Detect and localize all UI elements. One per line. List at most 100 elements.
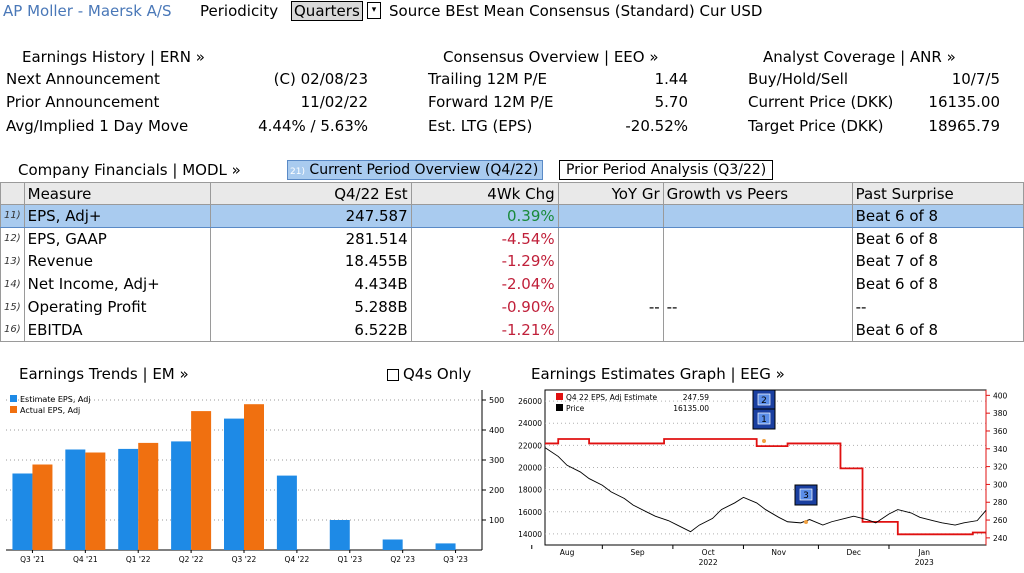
col-q4-est[interactable]: Q4/22 Est: [209, 182, 412, 205]
x-tick-label: Oct: [702, 548, 715, 557]
legend-value: 247.59: [683, 393, 709, 402]
legend-label: Q4 22 EPS, Adj Estimate: [566, 393, 658, 402]
periodicity-select[interactable]: Quarters: [291, 1, 363, 21]
yoy-cell: [557, 250, 664, 273]
table-row[interactable]: 15) Operating Profit 5.288B -0.90% -- --…: [0, 295, 1024, 319]
x-tick-label: Q1 '22: [126, 555, 151, 564]
tab-number: 21): [290, 167, 305, 177]
estimate-cell[interactable]: 6.522B: [209, 318, 412, 342]
col-measure[interactable]: Measure: [23, 182, 211, 205]
left-tick-label: 14000: [518, 530, 542, 539]
surprise-cell[interactable]: Beat 6 of 8: [851, 272, 1024, 296]
change-cell[interactable]: -1.29%: [410, 250, 559, 273]
change-cell[interactable]: -0.90%: [410, 295, 559, 319]
estimate-cell[interactable]: 247.587: [209, 204, 412, 228]
bar: [32, 464, 53, 550]
year-label: 2022: [699, 558, 718, 567]
series-line: [544, 447, 987, 533]
analyst-coverage-link[interactable]: Analyst Coverage | ANR »: [763, 48, 956, 66]
buy-hold-sell-value: 10/7/5: [951, 70, 1000, 88]
x-tick-label: Q3 '21: [20, 555, 45, 564]
x-tick-label: Q1 '23: [337, 555, 362, 564]
peers-cell: [662, 272, 853, 296]
measure-cell[interactable]: EPS, GAAP: [23, 227, 211, 251]
table-row[interactable]: 16) EBITDA 6.522B -1.21% Beat 6 of 8: [0, 318, 1024, 342]
measure-cell[interactable]: EBITDA: [23, 318, 211, 342]
change-cell[interactable]: -2.04%: [410, 272, 559, 296]
right-tick-label: 380: [993, 409, 1008, 418]
consensus-overview-link[interactable]: Consensus Overview | EEO »: [443, 48, 659, 66]
table-row[interactable]: 14) Net Income, Adj+ 4.434B -2.04% Beat …: [0, 272, 1024, 296]
col-growth-vs-peers[interactable]: Growth vs Peers: [662, 182, 853, 205]
change-cell[interactable]: -4.54%: [410, 227, 559, 251]
yoy-cell: [557, 318, 664, 342]
estimate-cell[interactable]: 281.514: [209, 227, 412, 251]
col-4wk-chg[interactable]: 4Wk Chg: [410, 182, 559, 205]
measure-cell[interactable]: EPS, Adj+: [23, 204, 211, 228]
bar: [244, 404, 264, 550]
change-cell[interactable]: -1.21%: [410, 318, 559, 342]
event-dot: [762, 439, 766, 443]
next-announcement-label: Next Announcement: [6, 70, 160, 88]
surprise-cell[interactable]: Beat 6 of 8: [851, 318, 1024, 342]
tab-prior-period[interactable]: Prior Period Analysis (Q3/22): [559, 160, 774, 180]
measure-cell[interactable]: Revenue: [23, 250, 211, 273]
checkbox-icon[interactable]: [387, 368, 399, 381]
surprise-cell[interactable]: Beat 7 of 8: [851, 250, 1024, 273]
event-marker-inner: [757, 393, 771, 406]
y-tick-label: 300: [489, 456, 504, 465]
col-past-surprise[interactable]: Past Surprise: [851, 182, 1024, 205]
avg-move-value: 4.44% / 5.63%: [258, 117, 368, 135]
x-tick-label: Jan: [917, 548, 930, 557]
y-tick-label: 100: [489, 516, 504, 525]
bar: [118, 448, 139, 550]
right-tick-label: 320: [993, 463, 1008, 472]
financials-table: Measure Q4/22 Est 4Wk Chg YoY Gr Growth …: [0, 182, 1024, 342]
peers-cell: [662, 250, 853, 273]
buy-hold-sell-label: Buy/Hold/Sell: [748, 70, 849, 88]
bar: [138, 442, 159, 550]
surprise-cell[interactable]: --: [851, 295, 1024, 319]
measure-cell[interactable]: Operating Profit: [23, 295, 211, 319]
bar: [65, 449, 86, 550]
table-row[interactable]: 12) EPS, GAAP 281.514 -4.54% Beat 6 of 8: [0, 227, 1024, 251]
event-marker-label: 2: [761, 396, 767, 406]
y-tick-label: 200: [489, 486, 504, 495]
measure-cell[interactable]: Net Income, Adj+: [23, 272, 211, 296]
bar: [224, 418, 244, 550]
surprise-cell[interactable]: Beat 6 of 8: [851, 227, 1024, 251]
table-row[interactable]: 11) EPS, Adj+ 247.587 0.39% Beat 6 of 8: [0, 204, 1024, 228]
avg-move-label: Avg/Implied 1 Day Move: [6, 117, 189, 135]
bar: [276, 475, 297, 550]
left-tick-label: 22000: [518, 441, 542, 450]
yoy-cell: [557, 272, 664, 296]
col-yoy-gr[interactable]: YoY Gr: [557, 182, 664, 205]
surprise-cell[interactable]: Beat 6 of 8: [851, 204, 1024, 228]
earnings-estimates-graph-link[interactable]: Earnings Estimates Graph | EEG »: [531, 365, 785, 383]
legend-label: Actual EPS, Adj: [20, 406, 80, 415]
legend-label: Price: [566, 404, 585, 413]
q4s-only-label: Q4s Only: [403, 365, 472, 383]
bar: [191, 411, 212, 550]
estimate-cell[interactable]: 4.434B: [209, 272, 412, 296]
company-financials-link[interactable]: Company Financials | MODL »: [18, 161, 241, 179]
row-number: 13): [0, 250, 25, 273]
legend-swatch: [10, 395, 17, 402]
estimate-cell[interactable]: 18.455B: [209, 250, 412, 273]
series-line: [545, 438, 986, 536]
legend-swatch: [556, 393, 563, 400]
legend-label: Estimate EPS, Adj: [20, 395, 91, 404]
q4s-only-toggle[interactable]: Q4s Only: [387, 365, 471, 383]
right-tick-label: 340: [993, 445, 1008, 454]
earnings-trends-link[interactable]: Earnings Trends | EM »: [19, 365, 189, 383]
trailing-pe-label: Trailing 12M P/E: [428, 70, 547, 88]
company-title[interactable]: AP Moller - Maersk A/S: [3, 2, 172, 20]
estimate-cell[interactable]: 5.288B: [209, 295, 412, 319]
table-row[interactable]: 13) Revenue 18.455B -1.29% Beat 7 of 8: [0, 250, 1024, 273]
y-tick-label: 400: [489, 426, 504, 435]
earnings-history-link[interactable]: Earnings History | ERN »: [22, 48, 205, 66]
target-price-label: Target Price (DKK): [748, 117, 884, 135]
change-cell[interactable]: 0.39%: [410, 204, 559, 228]
tab-current-period[interactable]: 21) Current Period Overview (Q4/22): [287, 160, 544, 180]
chevron-down-icon[interactable]: ▾: [367, 2, 381, 19]
